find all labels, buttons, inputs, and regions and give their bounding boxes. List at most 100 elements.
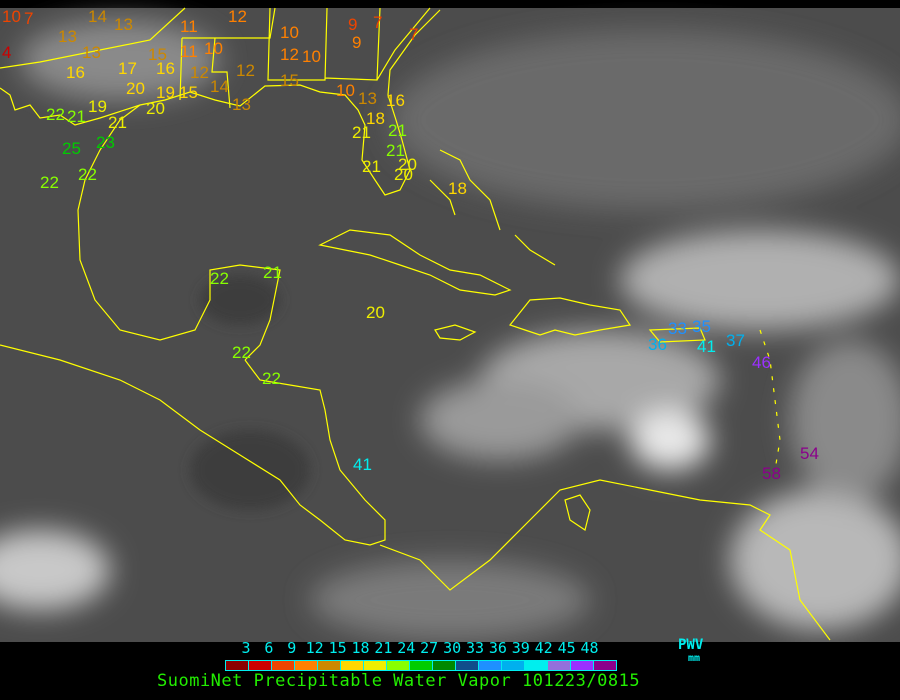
station-pwv-value: 54 xyxy=(800,444,819,463)
legend-swatch xyxy=(272,661,295,670)
product-title: SuomiNet Precipitable Water Vapor 101223… xyxy=(157,671,641,691)
station-pwv-value: 12 xyxy=(228,7,247,26)
legend-swatch xyxy=(502,661,525,670)
station-pwv-value: 16 xyxy=(156,59,175,78)
station-pwv-value: 37 xyxy=(726,331,745,350)
station-pwv-value: 22 xyxy=(40,173,59,192)
station-pwv-value: 7 xyxy=(409,25,418,44)
legend-tick: 24 xyxy=(397,639,416,657)
station-pwv-value: 15 xyxy=(148,45,167,64)
legend-swatch xyxy=(318,661,341,670)
legend-tick: 48 xyxy=(580,639,599,657)
legend-swatch xyxy=(364,661,387,670)
legend-tick: 21 xyxy=(374,639,393,657)
legend-tick: 3 xyxy=(241,639,251,657)
station-pwv-value: 22 xyxy=(210,269,229,288)
station-pwv-value: 13 xyxy=(232,95,251,114)
legend-swatch xyxy=(456,661,479,670)
station-pwv-value: 18 xyxy=(366,109,385,128)
legend-swatch xyxy=(341,661,364,670)
station-pwv-value: 9 xyxy=(348,15,357,34)
station-pwv-value: 14 xyxy=(88,7,107,26)
station-pwv-value: 12 xyxy=(236,61,255,80)
station-pwv-value: 10 xyxy=(336,81,355,100)
legend-swatch xyxy=(548,661,571,670)
station-pwv-value: 33 xyxy=(668,319,687,338)
pwv-legend: 3 6 9 12 15 18 21 24 27 30 33 36 39 42 45 48 PWV mm Suo… xyxy=(0,637,900,700)
station-pwv-value: 25 xyxy=(62,139,81,158)
station-pwv-value: 21 xyxy=(386,141,405,160)
station-pwv-value: 35 xyxy=(692,317,711,336)
legend-tick: 39 xyxy=(511,639,530,657)
station-pwv-value: 22 xyxy=(262,369,281,388)
legend-tick: 36 xyxy=(488,639,507,657)
station-pwv-value: 23 xyxy=(96,133,115,152)
station-pwv-value: 14 xyxy=(210,77,229,96)
legend-tick: 45 xyxy=(557,639,576,657)
legend-tick: 15 xyxy=(328,639,347,657)
station-pwv-value: 21 xyxy=(108,113,127,132)
legend-swatch xyxy=(226,661,249,670)
station-pwv-value: 21 xyxy=(263,263,282,282)
legend-swatch xyxy=(387,661,410,670)
legend-tick: 9 xyxy=(287,639,297,657)
station-pwv-value: 19 xyxy=(156,83,175,102)
legend-unit: mm xyxy=(688,653,701,664)
station-pwv-value: 10 xyxy=(302,47,321,66)
station-pwv-value: 10 xyxy=(204,39,223,58)
legend-unit-label: PWV xyxy=(678,637,704,653)
legend-tick: 6 xyxy=(264,639,274,657)
legend-swatch xyxy=(525,661,548,670)
jamaica-coast xyxy=(434,324,477,341)
color-scale-bar xyxy=(225,660,617,671)
station-pwv-value: 46 xyxy=(752,353,771,372)
puerto-rico-coast xyxy=(648,327,706,343)
legend-swatch xyxy=(295,661,318,670)
station-pwv-value: 11 xyxy=(180,42,198,61)
legend-tick: 18 xyxy=(351,639,370,657)
station-pwv-value: 21 xyxy=(67,107,86,126)
legend-swatch xyxy=(594,661,616,670)
station-pwv-value: 20 xyxy=(146,99,165,118)
station-pwv-value: 13 xyxy=(114,15,133,34)
station-pwv-value: 36 xyxy=(648,335,667,354)
legend-swatch xyxy=(433,661,456,670)
station-pwv-value: 13 xyxy=(358,89,377,108)
station-pwv-value: 20 xyxy=(398,155,417,174)
station-pwv-value: 9 xyxy=(352,33,361,52)
legend-tick: 30 xyxy=(443,639,462,657)
station-pwv-value: 12 xyxy=(280,45,299,64)
station-pwv-value: 16 xyxy=(386,91,405,110)
legend-swatch xyxy=(571,661,594,670)
station-pwv-value: 21 xyxy=(362,157,381,176)
hispaniola-coast xyxy=(508,297,632,336)
station-pwv-value: 41 xyxy=(697,337,716,356)
legend-tick: 33 xyxy=(465,639,485,657)
station-pwv-value: 17 xyxy=(118,59,137,78)
legend-swatch xyxy=(479,661,502,670)
station-pwv-value: 22 xyxy=(46,105,65,124)
station-pwv-value: 10 xyxy=(2,7,21,26)
station-pwv-value: 11 xyxy=(180,17,198,36)
station-pwv-value: 13 xyxy=(82,43,101,62)
station-pwv-value: 10 xyxy=(280,23,299,42)
station-pwv-value: 4 xyxy=(2,43,11,62)
top-border xyxy=(0,0,900,8)
station-pwv-value: 21 xyxy=(352,123,371,142)
land-shade xyxy=(190,275,310,510)
station-pwv-value: 15 xyxy=(280,71,299,90)
station-pwv-value: 15 xyxy=(179,83,198,102)
station-pwv-value: 22 xyxy=(78,165,97,184)
station-pwv-value: 18 xyxy=(448,179,467,198)
legend-swatch xyxy=(410,661,433,670)
legend-tick: 27 xyxy=(420,639,439,657)
legend-swatch xyxy=(249,661,272,670)
legend-tick: 12 xyxy=(305,639,324,657)
station-pwv-value: 7 xyxy=(373,13,382,32)
station-pwv-value: 20 xyxy=(394,165,413,184)
coastlines xyxy=(0,7,831,641)
station-pwv-value: 41 xyxy=(353,455,372,474)
station-pwv-value: 20 xyxy=(366,303,385,322)
